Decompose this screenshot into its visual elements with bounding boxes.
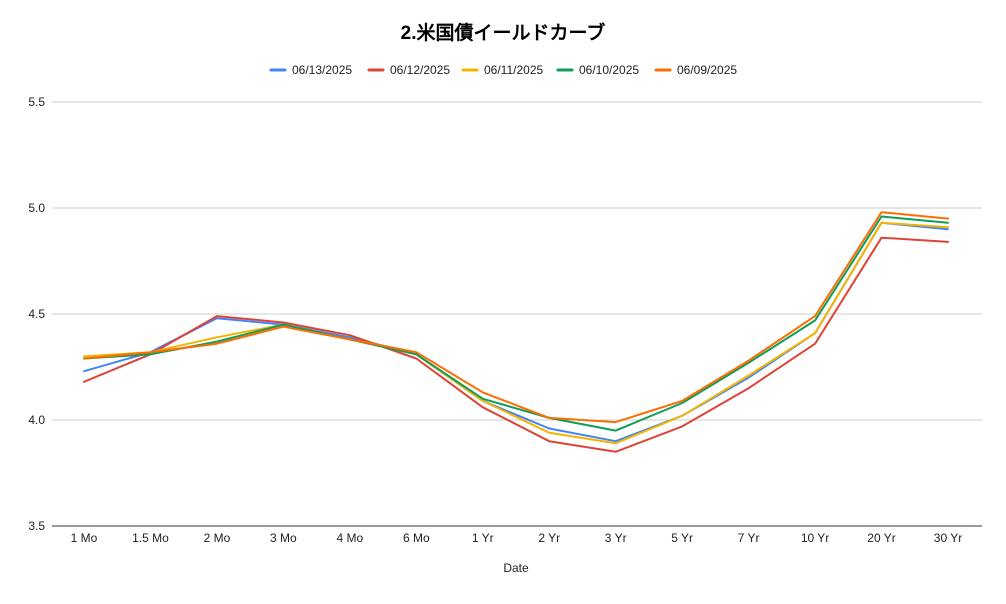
x-tick-label: 5 Yr	[671, 531, 693, 545]
legend: 06/13/2025 06/12/2025 06/11/2025 06/10/2025…	[269, 63, 737, 77]
y-tick-label: 4.0	[28, 413, 45, 427]
x-tick-label: 2 Mo	[204, 531, 231, 545]
x-tick-label: 1.5 Mo	[132, 531, 169, 545]
y-tick-label: 5.0	[28, 201, 45, 215]
legend-label: 06/09/2025	[677, 63, 737, 77]
legend-label: 06/10/2025	[579, 63, 639, 77]
y-tick-label: 5.5	[28, 95, 45, 109]
series-line-06-12-2025	[83, 236, 949, 453]
x-tick-label: 4 Mo	[337, 531, 364, 545]
chart-title: 2.米国債イールドカーブ	[401, 21, 606, 44]
x-tick-label: 3 Mo	[270, 531, 297, 545]
legend-item[interactable]: 06/10/2025	[556, 63, 639, 77]
x-tick-label: 20 Yr	[867, 531, 895, 545]
legend-item[interactable]: 06/11/2025	[461, 63, 543, 77]
x-tick-label: 1 Yr	[472, 531, 494, 545]
legend-item[interactable]: 06/09/2025	[654, 63, 737, 77]
x-tick-label: 10 Yr	[801, 531, 829, 545]
series-lines	[83, 211, 949, 453]
x-tick-label: 2 Yr	[538, 531, 560, 545]
y-tick-label: 3.5	[28, 519, 45, 533]
legend-label: 06/13/2025	[292, 63, 352, 77]
gridlines	[52, 101, 982, 527]
x-axis-title: Date	[503, 561, 529, 575]
y-axis-ticks: 3.5 4.0 4.5 5.0 5.5	[28, 95, 45, 533]
x-axis-ticks: 1 Mo 1.5 Mo 2 Mo 3 Mo 4 Mo 6 Mo 1 Yr 2 Yr 3 Yr 5 …	[71, 531, 963, 545]
legend-label: 06/11/2025	[484, 63, 543, 77]
series-line-06-10-2025	[83, 215, 949, 432]
x-tick-label: 1 Mo	[71, 531, 98, 545]
legend-item[interactable]: 06/13/2025	[269, 63, 352, 77]
series-line-06-11-2025	[83, 221, 949, 445]
legend-label: 06/12/2025	[390, 63, 450, 77]
x-tick-label: 3 Yr	[605, 531, 627, 545]
x-tick-label: 7 Yr	[738, 531, 760, 545]
series-line-06-09-2025	[83, 211, 949, 424]
x-tick-label: 30 Yr	[934, 531, 962, 545]
legend-item[interactable]: 06/12/2025	[367, 63, 450, 77]
x-tick-label: 6 Mo	[403, 531, 430, 545]
y-tick-label: 4.5	[28, 307, 45, 321]
